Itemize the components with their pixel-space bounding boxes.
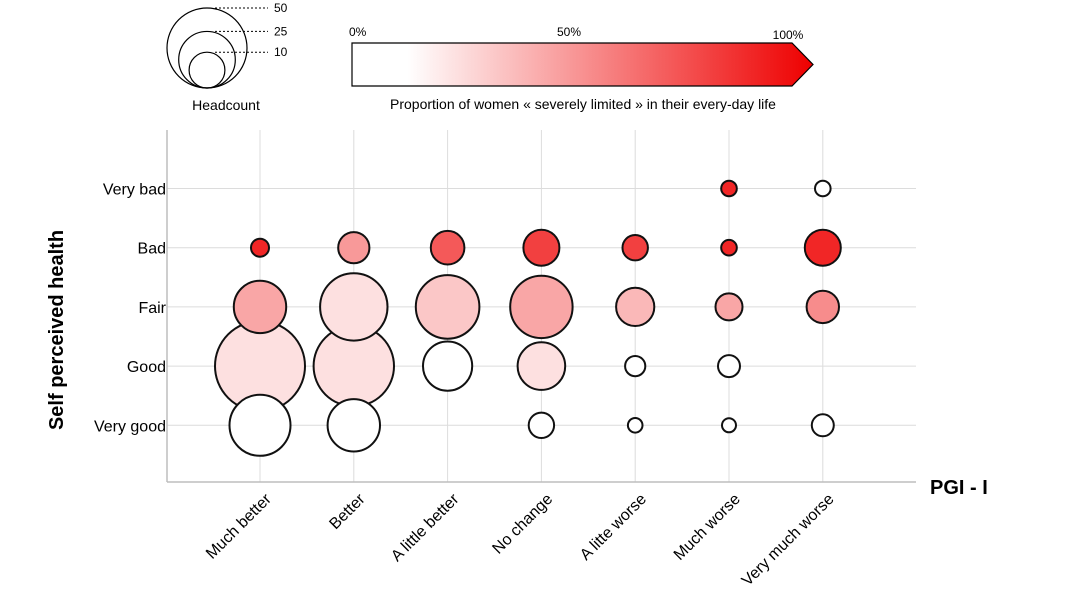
y-axis-title: Self perceived health [46, 230, 68, 430]
bubble-very-much-worse-fair [805, 289, 840, 325]
bubble-better-bad [337, 231, 371, 265]
color-legend-tick-0: 0% [349, 25, 367, 39]
size-legend-circle-10 [188, 51, 226, 89]
size-legend-circle-50 [166, 7, 248, 89]
bubble-better-very-good [326, 398, 381, 453]
bubble-much-worse-very-bad [720, 179, 738, 198]
bubble-very-much-worse-bad [803, 228, 842, 267]
y-tick-labels: Very good Good Fair Bad Very bad [94, 182, 167, 436]
x-tick-labels: Much better Better A little better No chang… [203, 490, 838, 589]
color-legend-tick-100: 100% [773, 28, 804, 42]
y-tick-good: Good [127, 359, 166, 376]
bubble-much-better-bad [250, 237, 270, 258]
bubble-very-much-worse-very-good [810, 413, 835, 438]
bubble-no-change-bad [522, 228, 561, 267]
bubble-much-worse-very-good [721, 417, 737, 434]
bubble-a-little-better-bad [429, 229, 466, 266]
bubbles [214, 179, 842, 457]
size-legend-label-25: 25 [274, 24, 288, 38]
x-tick-better: Better [326, 490, 369, 533]
bubble-a-litte-worse-bad [621, 234, 649, 262]
bubble-much-better-very-good [228, 393, 292, 457]
size-legend-label-10: 10 [274, 45, 288, 59]
color-legend-title: Proportion of women « severely limited »… [390, 96, 776, 112]
bubble-better-fair [319, 272, 389, 342]
bubble-a-little-better-fair [414, 274, 481, 340]
x-tick-very-much-worse: Very much worse [739, 491, 838, 590]
size-legend-title: Headcount [192, 97, 260, 113]
x-axis-title: PGI - I [930, 477, 988, 499]
bubble-much-worse-fair [714, 292, 744, 322]
color-legend-tick-50: 50% [557, 25, 581, 39]
x-tick-much-worse: Much worse [671, 491, 744, 564]
bubble-much-worse-bad [720, 238, 738, 257]
bubble-much-better-fair [232, 279, 288, 335]
size-legend: 50 25 10 Headcount [166, 1, 288, 113]
x-tick-a-little-better: A little better [388, 490, 463, 565]
bubble-a-little-better-good [422, 340, 474, 392]
size-legend-circle-25 [178, 30, 236, 89]
y-tick-very-bad: Very bad [103, 182, 166, 199]
size-legend-label-50: 50 [274, 1, 288, 15]
bubble-much-worse-good [717, 354, 741, 379]
color-legend-bar [351, 42, 814, 87]
x-tick-a-litte-worse: A litte worse [577, 491, 650, 564]
bubble-no-change-good [516, 341, 567, 391]
bubble-no-change-very-good [527, 411, 556, 439]
bubble-a-litte-worse-good [624, 355, 647, 378]
bubble-no-change-fair [509, 274, 574, 340]
bubble-a-litte-worse-very-good [626, 417, 644, 434]
x-tick-no-change: No change [489, 491, 556, 558]
bubble-very-much-worse-very-bad [814, 179, 832, 198]
color-legend: 0% 50% 100% Proportion of women « severe… [349, 25, 814, 112]
y-tick-fair: Fair [138, 300, 166, 317]
plot-area: Very good Good Fair Bad Very bad Much better… [94, 130, 916, 590]
y-tick-very-good: Very good [94, 418, 166, 435]
x-tick-much-better: Much better [203, 490, 275, 562]
y-tick-bad: Bad [138, 241, 166, 258]
bubble-a-litte-worse-fair [615, 286, 656, 327]
